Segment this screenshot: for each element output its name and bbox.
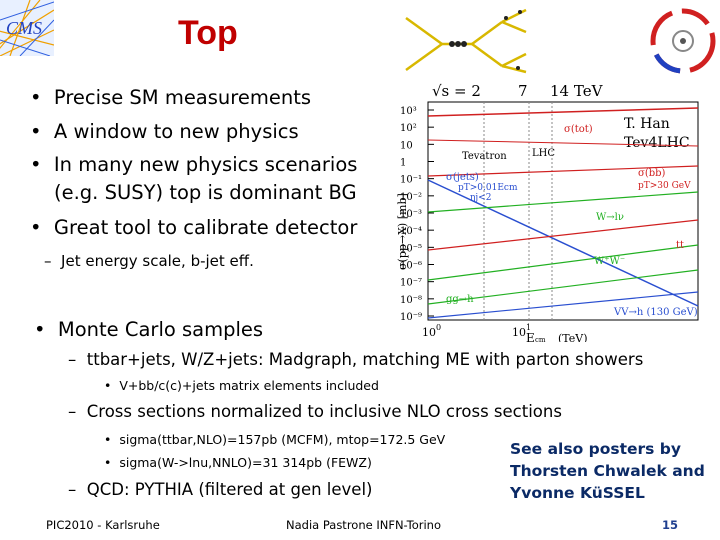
y-tick-label: 10⁻⁴ [400, 226, 422, 237]
tevatron-label: Tevatron [462, 151, 507, 162]
bullet-item: • In many new physics scenarios [30, 153, 357, 176]
y-tick-label: 10⁻⁸ [400, 295, 422, 306]
x-axis-unit: (TeV) [558, 332, 588, 342]
cross-section-plot: √s = 2 7 14 TeV T. Han Tev4LHC σ(pp→X) [… [386, 80, 720, 342]
sigma-jets-label: σ(jets) [446, 172, 479, 183]
eta-cut-label: ηj<2 [470, 193, 491, 203]
curve-tt [427, 219, 699, 251]
ww-label: W⁺W⁻ [594, 256, 625, 267]
mc-subitem: • V+bb/c(c)+jets matrix elements include… [104, 378, 379, 393]
y-tick-label: 10² [400, 123, 417, 134]
x-tick-label: 10 [422, 326, 436, 339]
sub-bullet: – Jet energy scale, b-jet eff. [44, 252, 254, 270]
mc-subitem: • sigma(ttbar,NLO)=157pb (MCFM), mtop=17… [104, 432, 446, 447]
conference-logo [650, 8, 716, 74]
slide-title: Top [178, 14, 238, 52]
mc-heading-text: Monte Carlo samples [57, 318, 264, 341]
plot-credit: Tev4LHC [624, 135, 690, 151]
bullet-text: A window to new physics [53, 120, 299, 143]
bullet-text: Precise SM measurements [53, 86, 312, 109]
y-tick-label: 10⁻⁵ [400, 243, 422, 254]
bullet-dot: • [30, 216, 42, 239]
curve-ggh [427, 269, 699, 305]
y-tick-label: 10 [400, 140, 413, 151]
curve-sigma-bb [427, 165, 699, 177]
bullet-text: In many new physics scenarios [53, 153, 358, 176]
y-tick-label: 10⁻⁹ [400, 312, 422, 323]
x-tick-exp: 1 [526, 323, 531, 332]
svg-text:CMS: CMS [6, 18, 42, 38]
mc-item-text: Cross sections normalized to inclusive N… [86, 402, 562, 421]
bullet-text: Great tool to calibrate detector [53, 216, 358, 239]
sub-bullet-text: Jet energy scale, b-jet eff. [61, 252, 254, 270]
x-axis-label: E [526, 331, 535, 342]
mc-heading: • Monte Carlo samples [34, 318, 264, 341]
mc-item: – QCD: PYTHIA (filtered at gen level) [68, 480, 373, 499]
mc-item-text: QCD: PYTHIA (filtered at gen level) [86, 480, 373, 499]
energy-label: 7 [518, 82, 528, 100]
bb-cut-label: pT>30 GeV [638, 181, 691, 191]
y-tick-label: 10⁻¹ [400, 175, 422, 186]
energy-label: 14 TeV [550, 82, 604, 100]
y-tick-label: 10³ [400, 106, 417, 117]
w-lnu-label: W→lν [596, 212, 624, 223]
cms-logo: CMS [0, 0, 54, 56]
footer-conference: PIC2010 - Karlsruhe [46, 518, 160, 532]
vvh-label: VV→h (130 GeV) [613, 307, 698, 318]
curve-sigma-jets [427, 179, 699, 307]
pt-cut-label: pT>0.01Ecm [458, 183, 518, 193]
ggh-label: gg→h [446, 294, 474, 305]
page-number: 15 [662, 518, 679, 532]
mc-subitem-text: sigma(ttbar,NLO)=157pb (MCFM), mtop=172.… [119, 432, 446, 447]
tt-label: tt [676, 240, 684, 251]
y-tick-label: 10⁻⁶ [400, 261, 422, 272]
mc-subitem: • sigma(W->lnu,NNLO)=31 314pb (FEWZ) [104, 455, 372, 470]
poster-note: See also posters by Thorsten Chwalek and… [510, 440, 705, 502]
bullet-dot: • [30, 153, 42, 176]
curve-upper [427, 139, 699, 147]
bullet-continuation: (e.g. SUSY) top is dominant BG [54, 181, 357, 204]
y-tick-label: 10⁻³ [400, 209, 422, 220]
mc-item: – ttbar+jets, W/Z+jets: Madgraph, matchi… [68, 350, 644, 369]
y-tick-labels: 10³ 10² 10 1 10⁻¹ 10⁻² 10⁻³ 10⁻⁴ 10⁻⁵ 10⁻⁶ 10⁻⁷ 10⁻… [400, 106, 434, 323]
mc-item-text: ttbar+jets, W/Z+jets: Madgraph, matching… [86, 350, 644, 369]
bullet-dot: • [30, 86, 42, 109]
plot-frame [427, 101, 699, 321]
y-tick-label: 10⁻² [400, 192, 422, 203]
plot-credit: T. Han [624, 116, 670, 132]
curve-vvh [427, 291, 699, 319]
bullet-item: • A window to new physics [30, 120, 299, 143]
x-axis-label-sub: cm [535, 336, 546, 342]
sigma-tot-label: σ(tot) [564, 124, 593, 135]
lhc-label: LHC [532, 148, 555, 159]
mc-item: – Cross sections normalized to inclusive… [68, 402, 562, 421]
y-tick-label: 10⁻⁷ [400, 278, 422, 289]
bullet-item: • Precise SM measurements [30, 86, 311, 109]
x-tick-label: 10 [512, 326, 526, 339]
curve-sigma-tot [427, 107, 699, 117]
x-tick-exp: 0 [436, 323, 441, 332]
bullet-item: • Great tool to calibrate detector [30, 216, 357, 239]
curve-ww [427, 244, 699, 281]
feynman-diagram [405, 8, 527, 74]
bullet-dot: • [30, 120, 42, 143]
y-axis-label: σ(pp→X) [mb] [396, 193, 409, 270]
energy-label: √s = 2 [432, 82, 481, 100]
footer-author: Nadia Pastrone INFN-Torino [286, 518, 442, 532]
mc-subitem-text: V+bb/c(c)+jets matrix elements included [119, 378, 379, 393]
mc-subitem-text: sigma(W->lnu,NNLO)=31 314pb (FEWZ) [119, 455, 372, 470]
curve-w [427, 191, 699, 213]
sigma-bb-label: σ(bb) [638, 168, 666, 179]
y-tick-label: 1 [400, 158, 406, 169]
